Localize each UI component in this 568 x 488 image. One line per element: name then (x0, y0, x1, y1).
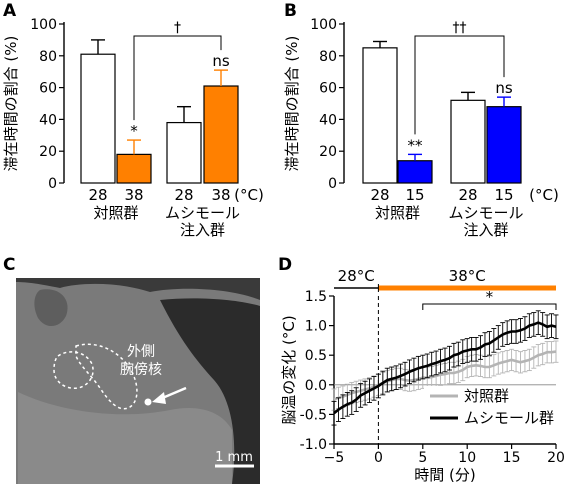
category-label: 15 (494, 186, 513, 204)
y-tick-label: 40 (39, 112, 57, 128)
significance-bracket (422, 303, 557, 310)
significance-annotation: ns (495, 79, 513, 97)
y-tick-label: 0 (48, 176, 57, 192)
y-tick-label: 20 (39, 144, 57, 160)
group-label: ムシモール (448, 204, 523, 222)
category-label: 38 (124, 186, 143, 204)
y-tick-label: 80 (319, 49, 337, 65)
x-tick-label: 15 (503, 450, 521, 466)
bar (166, 121, 202, 184)
significance-annotation: ns (212, 52, 230, 70)
panel-label-a: A (3, 1, 17, 21)
y-tick-label: 60 (319, 81, 337, 97)
panel-label-d: D (278, 255, 292, 275)
temperature-unit: (°C) (234, 186, 264, 204)
legend-label: ムシモール群 (464, 409, 554, 427)
x-axis-label: 時間 (分) (414, 466, 475, 484)
x-tick-label: −5 (324, 450, 345, 466)
comparison-bracket (414, 35, 505, 135)
y-tick-label: 60 (39, 81, 57, 97)
y-tick-label: 1.5 (305, 289, 327, 305)
comparison-bracket (133, 35, 222, 121)
micrograph-lower-region (18, 392, 232, 484)
category-label: 15 (405, 186, 424, 204)
group-label: 注入群 (463, 221, 508, 239)
y-axis-label: 滞在時間の割合 (%) (2, 36, 20, 172)
y-tick-label: 20 (319, 144, 337, 160)
panel-d-chart: 28°C 38°C -1.0 -0.5 0.0 0.5 1.0 1.5 −5 0 5 10 15 20 時間… (280, 267, 565, 484)
temperature-label: 28°C (338, 267, 375, 285)
group-label: 対照群 (93, 204, 138, 222)
panel-c-micrograph: 外側 腕傍核 1 mm (16, 278, 260, 484)
legend-label: 対照群 (464, 387, 509, 405)
group-label: ムシモール (165, 204, 240, 222)
bracket-label: †† (453, 20, 467, 36)
nucleus-outline-lpb (75, 343, 138, 410)
bracket-label: † (174, 20, 181, 36)
group-label: 注入群 (180, 221, 225, 239)
category-label: 28 (458, 186, 477, 204)
significance-label: * (486, 288, 494, 306)
y-tick-label: 0.5 (305, 348, 327, 364)
bar (80, 53, 116, 184)
panel-label-c: C (3, 255, 15, 275)
y-tick-label: -0.5 (300, 407, 327, 423)
significance-annotation: * (130, 122, 138, 140)
injection-site-marker (144, 398, 152, 406)
micrograph-dark-right (160, 298, 260, 484)
x-tick-label: 0 (374, 450, 383, 466)
region-label-line1: 外側 (127, 344, 155, 360)
series-line (333, 350, 557, 401)
y-tick-label: -1.0 (300, 437, 327, 453)
y-tick-label: 40 (319, 112, 337, 128)
y-axis-label: 脳温の変化 (°C) (280, 315, 298, 424)
y-axis-label: 滞在時間の割合 (%) (283, 36, 301, 172)
legend-background (424, 386, 564, 406)
x-tick-label: 10 (458, 450, 476, 466)
bar (203, 85, 239, 184)
y-tick-label: 100 (310, 17, 337, 33)
bar (450, 99, 486, 184)
category-label: 38 (211, 186, 230, 204)
nucleus-outline-left (53, 351, 94, 390)
y-tick-label: 0 (328, 176, 337, 192)
y-tick-label: 100 (30, 17, 57, 33)
significance-annotation: ** (408, 136, 424, 154)
y-tick-label: 1.0 (305, 319, 327, 335)
y-tick-label: 0.0 (305, 378, 327, 394)
panel-label-b: B (284, 1, 297, 21)
micrograph-dark-top (16, 278, 260, 300)
group-label: 対照群 (375, 204, 420, 222)
bar (486, 106, 522, 184)
series-line (333, 321, 557, 415)
bar (116, 153, 152, 184)
category-label: 28 (174, 186, 193, 204)
temperature-label: 38°C (449, 267, 486, 285)
legend-background (424, 408, 564, 428)
micrograph-structure (34, 289, 68, 327)
bar (362, 47, 398, 184)
scalebar-label: 1 mm (215, 450, 253, 465)
category-label: 28 (370, 186, 389, 204)
category-label: 28 (88, 186, 107, 204)
y-tick-label: 80 (39, 49, 57, 65)
x-tick-label: 20 (547, 450, 565, 466)
region-label-line2: 腕傍核 (120, 361, 162, 378)
arrow-icon (152, 392, 166, 404)
temperature-unit: (°C) (529, 186, 559, 204)
x-tick-label: 5 (418, 450, 427, 466)
bar (397, 160, 433, 184)
